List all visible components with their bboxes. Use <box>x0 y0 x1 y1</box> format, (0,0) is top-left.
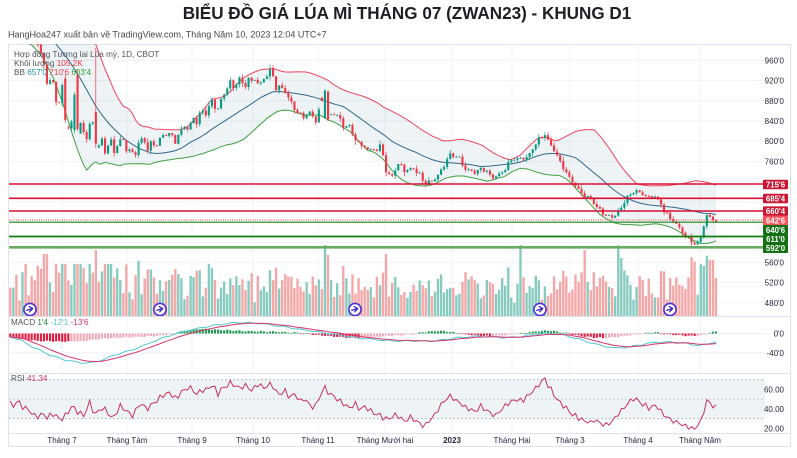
svg-text:60.00: 60.00 <box>764 385 785 394</box>
svg-text:880'0: 880'0 <box>765 97 785 106</box>
svg-text:800'0: 800'0 <box>765 137 785 146</box>
svg-text:520'0: 520'0 <box>765 279 785 288</box>
svg-text:Tháng 4: Tháng 4 <box>623 436 653 445</box>
svg-text:960'0: 960'0 <box>765 56 785 65</box>
svg-text:Hợp đồng Tương lai Lúa mỳ, 1D,: Hợp đồng Tương lai Lúa mỳ, 1D, CBOT <box>14 50 159 59</box>
svg-text:Tháng 7: Tháng 7 <box>47 436 77 445</box>
svg-text:Tháng Mười hai: Tháng Mười hai <box>357 436 414 445</box>
svg-text:RSI 41.34: RSI 41.34 <box>11 374 48 383</box>
svg-text:-40'0: -40'0 <box>766 349 784 358</box>
svg-text:660'4: 660'4 <box>766 207 786 216</box>
svg-text:20.00: 20.00 <box>764 424 785 433</box>
svg-text:2023: 2023 <box>443 436 461 445</box>
svg-text:560'0: 560'0 <box>765 258 785 267</box>
svg-text:Tháng 9: Tháng 9 <box>177 436 207 445</box>
svg-text:611'0: 611'0 <box>766 235 785 244</box>
svg-text:592'0: 592'0 <box>766 244 786 253</box>
svg-text:Tháng Hai: Tháng Hai <box>494 436 531 445</box>
svg-text:Tháng 3: Tháng 3 <box>555 436 585 445</box>
svg-text:840'0: 840'0 <box>765 117 785 126</box>
svg-text:Tháng 10: Tháng 10 <box>236 436 270 445</box>
svg-text:BB 657'0 710'6 603'4: BB 657'0 710'6 603'4 <box>14 68 92 77</box>
svg-text:HangHoa247 xuất bản về Trading: HangHoa247 xuất bản về TradingView.com, … <box>8 30 327 40</box>
svg-text:Khối lượng 105.2K: Khối lượng 105.2K <box>14 59 83 68</box>
svg-text:0'0: 0'0 <box>774 330 785 339</box>
svg-text:480'0: 480'0 <box>765 299 785 308</box>
svg-text:640'6: 640'6 <box>766 226 786 235</box>
svg-text:920'0: 920'0 <box>765 77 785 86</box>
svg-text:40.00: 40.00 <box>764 405 785 414</box>
svg-text:Tháng Năm: Tháng Năm <box>679 436 721 445</box>
svg-text:MACD 1'4 -12'1 -13'6: MACD 1'4 -12'1 -13'6 <box>11 318 89 327</box>
svg-text:Tháng Tám: Tháng Tám <box>107 436 148 445</box>
svg-text:BIỂU ĐỒ GIÁ LÚA MÌ THÁNG 07 (Z: BIỂU ĐỒ GIÁ LÚA MÌ THÁNG 07 (ZWAN23) - K… <box>183 4 632 23</box>
svg-text:760'0: 760'0 <box>765 157 785 166</box>
svg-text:715'6: 715'6 <box>766 181 786 190</box>
svg-text:Tháng 11: Tháng 11 <box>301 436 335 445</box>
svg-text:685'4: 685'4 <box>766 195 786 204</box>
svg-text:642'6: 642'6 <box>766 216 786 225</box>
